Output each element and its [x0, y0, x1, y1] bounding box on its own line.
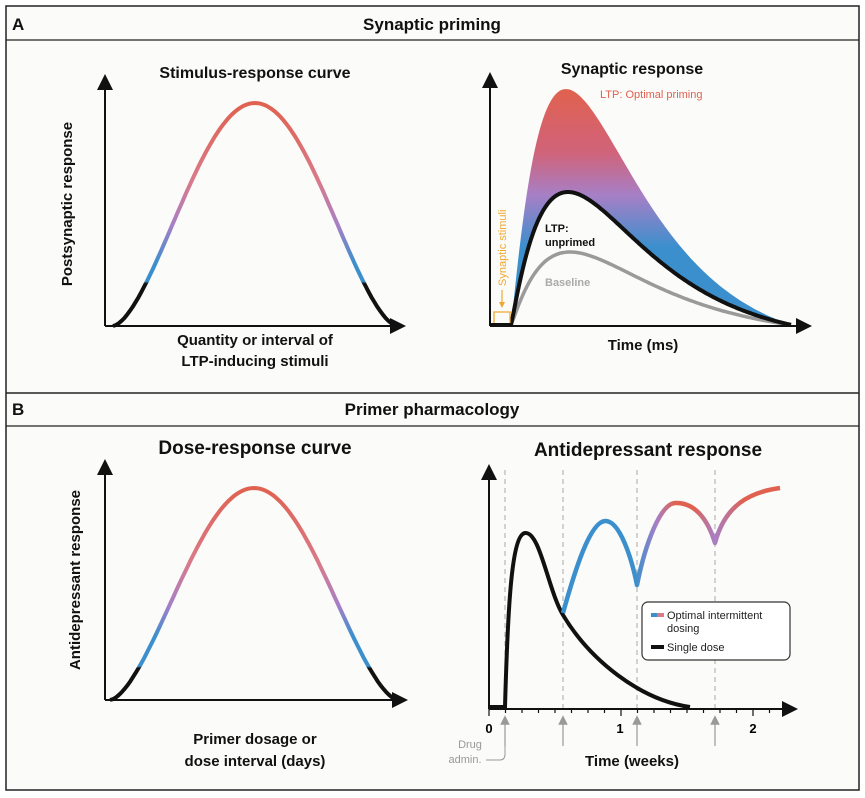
x-ticks [488, 709, 771, 716]
single-dose-curve [489, 531, 691, 709]
antidepressant-response-plot: Antidepressant response 0 1 2 Drug admin… [448, 440, 798, 770]
plot-title: Dose-response curve [158, 438, 351, 459]
panel-b-letter: B [12, 400, 24, 419]
legend-single-label: Single dose [667, 642, 725, 654]
optimal-dosing-curve [560, 485, 781, 614]
panel-b-title: Primer pharmacology [345, 400, 520, 419]
drug-admin-label-2: admin. [448, 754, 481, 766]
y-axis-label: Antidepressant response [67, 490, 84, 670]
stimulus-arrow-head [499, 302, 505, 308]
plot-title: Stimulus-response curve [159, 65, 350, 82]
dose-response-plot: Dose-response curve Antidepressant respo… [67, 438, 408, 770]
tick-label-2: 2 [749, 721, 756, 736]
stimulus-response-curve [112, 100, 398, 328]
unprimed-label-2: unprimed [545, 237, 595, 249]
dose-response-curve [109, 485, 399, 702]
x-axis-label-line1: Primer dosage or [193, 731, 317, 748]
legend-optimal-label-1: Optimal intermittent [667, 610, 762, 622]
stimulus-response-plot: Stimulus-response curve Postsynaptic res… [59, 65, 406, 370]
optimal-priming-area [511, 89, 791, 325]
legend-box [641, 601, 791, 661]
optimal-priming-label: LTP: Optimal priming [600, 89, 703, 101]
x-axis-label-line2: dose interval (days) [185, 753, 326, 770]
x-axis-label: Time (weeks) [585, 753, 679, 770]
legend: Optimal intermittent dosing Single dose [641, 601, 791, 661]
stimulus-pulse [493, 311, 511, 323]
baseline-curve [509, 250, 792, 327]
unprimed-label-1: LTP: [545, 223, 569, 235]
tick-label-1: 1 [616, 721, 623, 736]
baseline-label: Baseline [545, 277, 590, 289]
drug-admin-connector [486, 746, 506, 761]
legend-optimal-label-2: dosing [667, 623, 699, 635]
drug-admin-label-1: Drug [458, 739, 482, 751]
plot-title: Synaptic response [561, 61, 703, 78]
synaptic-response-plot: Synaptic response Synaptic stimuli LTP: … [482, 61, 812, 354]
panel-a-title: Synaptic priming [363, 15, 501, 34]
tick-label-0: 0 [485, 721, 492, 736]
y-axis-label: Postsynaptic response [59, 122, 76, 286]
synaptic-stimuli-label: Synaptic stimuli [497, 210, 509, 286]
x-axis-label-line1: Quantity or interval of [177, 332, 334, 349]
dose-markers [500, 470, 720, 746]
x-axis-label-line2: LTP-inducing stimuli [181, 353, 328, 370]
panel-a-letter: A [12, 15, 24, 34]
unprimed-curve [490, 190, 792, 327]
y-axis-label-text: Postsynaptic response [59, 122, 76, 286]
plot-title: Antidepressant response [534, 440, 762, 461]
x-axis-label: Time (ms) [608, 337, 679, 354]
